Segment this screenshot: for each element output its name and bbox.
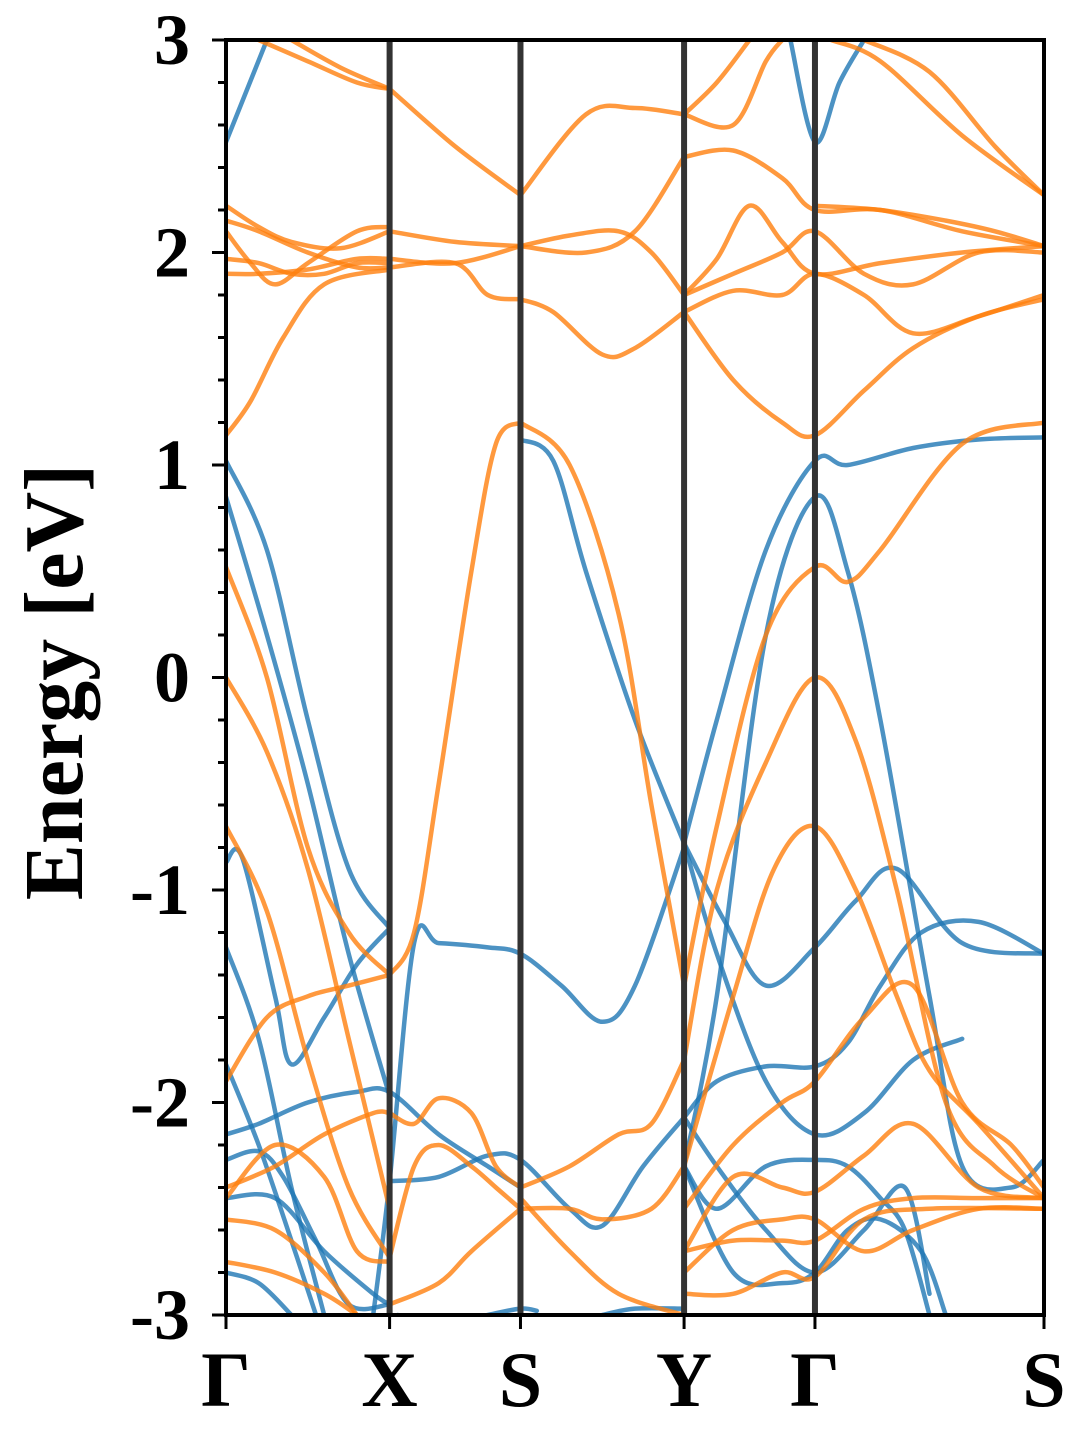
band-line-series1-36: [681, 228, 1044, 298]
band-line-series1-25: [518, 154, 687, 256]
x-tick-label: Y: [656, 1336, 712, 1423]
band-line-series1-26: [518, 228, 687, 298]
band-line-series1-15: [226, 972, 392, 1084]
band-line-series1-6: [256, 40, 392, 92]
band-line-series1-13: [226, 675, 392, 1212]
band-line-series1-18: [226, 1217, 360, 1315]
band-line-series1-45: [681, 1195, 1044, 1254]
y-tick-label: 0: [154, 638, 190, 718]
x-tick-label: Γ: [201, 1336, 251, 1423]
band-line-series0-17: [681, 918, 1044, 1120]
band-line-series0-21: [681, 1164, 949, 1315]
band-line-series1-33: [681, 40, 752, 117]
x-tick-label: S: [499, 1336, 542, 1423]
y-tick-label: 2: [154, 213, 190, 293]
band-line-series1-46: [681, 1205, 1044, 1298]
band-line-series0-6: [226, 1086, 523, 1190]
band-line-series1-47: [812, 203, 1044, 249]
band-line-series1-24: [518, 103, 687, 198]
band-line-series0-18: [681, 493, 1044, 1192]
band-line-series1-34: [681, 147, 1044, 249]
x-tick-label: S: [1022, 1336, 1065, 1423]
band-line-series0-1: [226, 458, 392, 931]
band-line-series0-9: [226, 1270, 294, 1315]
band-line-series1-4: [226, 255, 392, 277]
band-line-series1-5: [226, 267, 392, 438]
band-line-series1-30: [518, 1164, 687, 1222]
x-tick-label: X: [361, 1336, 417, 1423]
band-line-series1-12: [226, 564, 392, 978]
band-line-series1-35: [681, 203, 1044, 298]
band-line-series1-14: [226, 824, 392, 1260]
band-line-series1-38: [681, 297, 1044, 440]
band-line-series1-0: [226, 203, 392, 251]
band-line-series0-22: [788, 40, 867, 145]
band-line-series0-19: [681, 1157, 932, 1315]
band-line-series1-32: [681, 40, 785, 130]
band-line-series1-3: [226, 256, 392, 278]
band-line-series1-40: [681, 675, 1044, 1201]
band-line-series1-48: [829, 40, 1044, 198]
band-line-series1-37: [681, 271, 1044, 337]
band-line-series0-23: [681, 841, 965, 1138]
y-tick-label: -3: [130, 1275, 190, 1355]
band-line-series1-19: [226, 1259, 360, 1315]
band-line-series0-5: [226, 1062, 319, 1315]
band-line-series1-7: [289, 40, 392, 92]
y-tick-label: -1: [130, 850, 190, 930]
band-line-series1-22: [387, 1142, 523, 1260]
bands-group: [226, 40, 1044, 1315]
band-line-series0-0: [226, 40, 270, 145]
band-line-series1-21: [387, 1095, 523, 1190]
band-line-series1-39: [681, 420, 1044, 988]
y-tick-label: 3: [154, 0, 190, 80]
y-axis-label: Energy [eV]: [8, 464, 101, 900]
band-line-series0-10: [370, 845, 687, 1315]
band-line-series1-16: [226, 1109, 392, 1190]
band-line-series1-28: [518, 420, 687, 988]
band-line-series1-27: [518, 297, 687, 360]
band-line-series1-31: [518, 1195, 687, 1315]
band-line-series0-11: [387, 1115, 687, 1230]
band-line-series0-3: [226, 847, 392, 1067]
high-symmetry-lines: [386, 40, 818, 1315]
band-line-series1-23: [387, 1206, 523, 1307]
band-line-series0-4: [226, 945, 327, 1315]
band-line-series1-41: [681, 823, 1044, 1201]
y-tick-label: 1: [154, 425, 190, 505]
x-tick-label: Γ: [790, 1336, 840, 1423]
band-line-series1-29: [518, 1057, 687, 1190]
band-line-series1-8: [387, 86, 523, 198]
band-line-series1-9: [387, 229, 523, 249]
band-line-series1-11: [387, 259, 523, 302]
band-line-series1-1: [226, 218, 392, 271]
band-line-series0-14: [518, 437, 687, 846]
band-line-series0-2: [226, 494, 392, 1099]
band-line-series0-8: [226, 1191, 392, 1307]
band-line-series1-42: [681, 979, 1044, 1212]
y-tick-label: -2: [130, 1063, 190, 1143]
band-line-series1-20: [387, 420, 523, 978]
band-line-series0-12: [395, 1306, 540, 1315]
y-ticks: 3 2 1 0 -1 -2 -3: [130, 0, 226, 1355]
band-line-series1-17: [226, 1142, 392, 1265]
band-line-series1-43: [681, 1120, 1044, 1254]
band-line-series1-49: [861, 40, 1044, 198]
